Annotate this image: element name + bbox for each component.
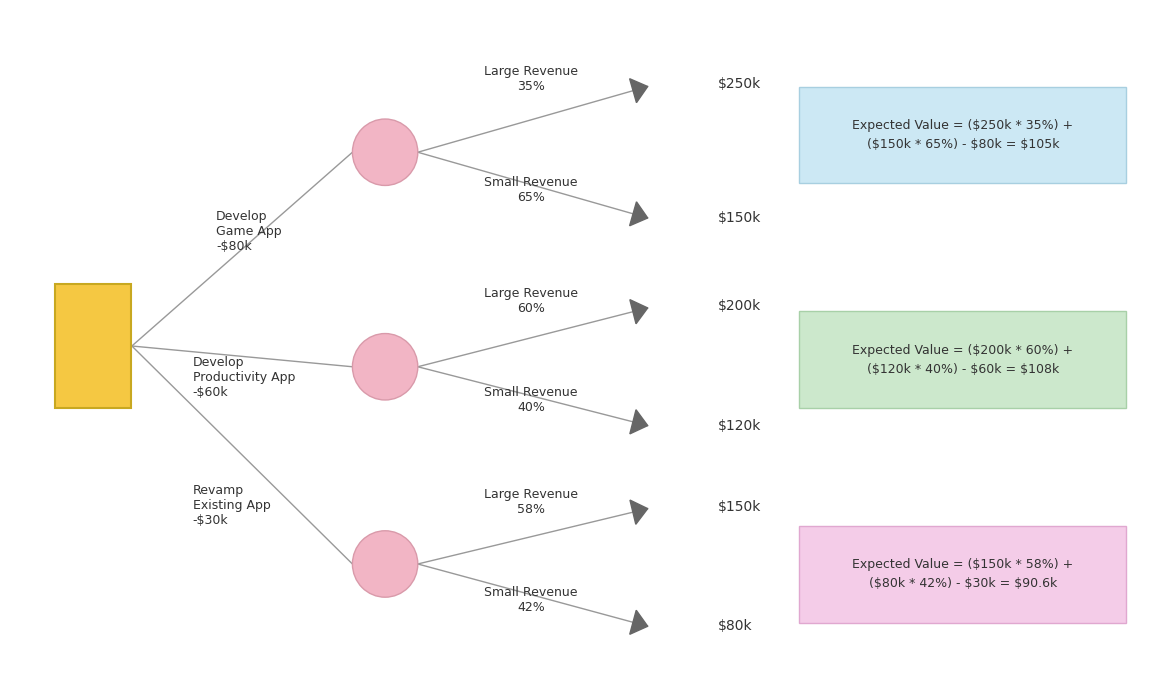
Text: Develop
Game App
-$80k: Develop Game App -$80k	[216, 210, 281, 253]
FancyBboxPatch shape	[799, 526, 1126, 623]
Ellipse shape	[352, 531, 418, 597]
Text: $150k: $150k	[718, 500, 761, 513]
Text: Expected Value = ($250k * 35%) +
($150k * 65%) - $80k = $105k: Expected Value = ($250k * 35%) + ($150k …	[852, 119, 1074, 151]
FancyBboxPatch shape	[799, 311, 1126, 408]
Bar	[56, 284, 131, 408]
Text: Large Revenue
60%: Large Revenue 60%	[484, 287, 578, 315]
Text: Large Revenue
35%: Large Revenue 35%	[484, 66, 578, 93]
Polygon shape	[630, 500, 648, 525]
Text: $120k: $120k	[718, 419, 761, 432]
Ellipse shape	[352, 119, 418, 185]
Polygon shape	[630, 410, 648, 434]
Text: Develop
Productivity App
-$60k: Develop Productivity App -$60k	[193, 356, 295, 399]
Text: Large Revenue
58%: Large Revenue 58%	[484, 488, 578, 516]
FancyBboxPatch shape	[799, 86, 1126, 183]
Polygon shape	[630, 202, 648, 226]
Text: $200k: $200k	[718, 299, 761, 313]
Text: Expected Value = ($200k * 60%) +
($120k * 40%) - $60k = $108k: Expected Value = ($200k * 60%) + ($120k …	[852, 344, 1074, 376]
Ellipse shape	[352, 334, 418, 400]
Text: $250k: $250k	[718, 78, 761, 91]
Text: Small Revenue
40%: Small Revenue 40%	[484, 386, 578, 414]
Text: Small Revenue
42%: Small Revenue 42%	[484, 587, 578, 614]
Text: Small Revenue
65%: Small Revenue 65%	[484, 176, 578, 204]
Polygon shape	[630, 610, 648, 635]
Text: Expected Value = ($150k * 58%) +
($80k * 42%) - $30k = $90.6k: Expected Value = ($150k * 58%) + ($80k *…	[852, 558, 1074, 590]
Text: $80k: $80k	[718, 619, 753, 633]
Polygon shape	[630, 79, 648, 102]
Polygon shape	[630, 300, 648, 324]
Text: $150k: $150k	[718, 211, 761, 225]
Text: Revamp
Existing App
-$30k: Revamp Existing App -$30k	[193, 484, 271, 527]
